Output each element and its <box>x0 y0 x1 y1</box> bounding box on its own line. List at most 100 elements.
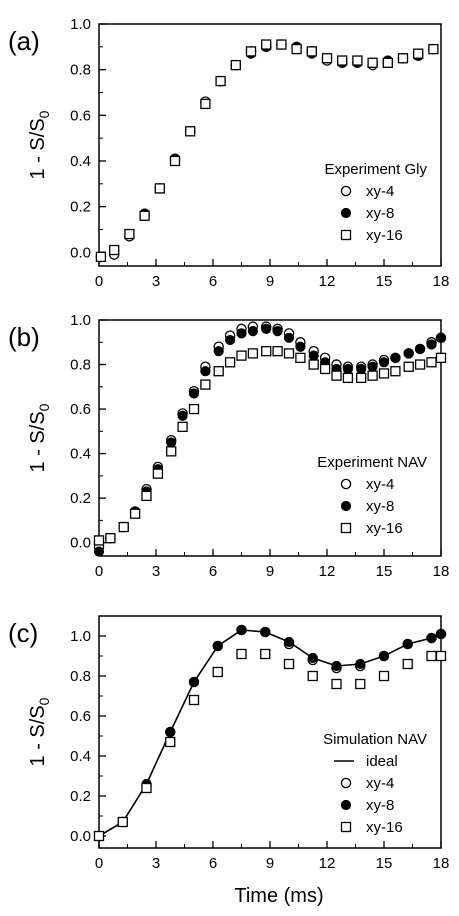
y-tick-label: 1.0 <box>70 312 91 329</box>
y-tick-label: 0.0 <box>70 244 91 261</box>
legend: Experiment NAV xy-4 xy-8 xy-16 <box>317 454 427 537</box>
x-tick-label: 3 <box>152 563 160 580</box>
legend-title: Simulation NAV <box>323 731 427 748</box>
x-tick-label: 3 <box>152 273 160 290</box>
data-point <box>402 658 413 670</box>
x-tick-label: 9 <box>266 855 274 872</box>
data-point <box>212 666 223 678</box>
x-tick-label: 9 <box>266 273 274 290</box>
data-point <box>283 636 295 648</box>
data-point <box>215 75 226 87</box>
legend-marker <box>340 500 352 512</box>
x-tick-label: 6 <box>209 273 217 290</box>
data-point <box>236 648 247 660</box>
data-point <box>245 46 257 57</box>
data-point <box>188 403 200 415</box>
data-point <box>200 98 211 110</box>
data-point <box>200 366 211 377</box>
data-point <box>426 650 437 662</box>
data-point <box>177 410 188 421</box>
legend: Experiment Gly xy-4 xy-8 xy-16 <box>324 161 427 244</box>
legend-entry: xy-4 <box>366 183 394 200</box>
data-point <box>390 366 401 377</box>
x-tick-label: 15 <box>376 855 393 872</box>
data-point <box>367 57 378 68</box>
data-point <box>403 348 414 359</box>
legend-entry: xy-8 <box>366 205 394 222</box>
data-point <box>307 670 318 682</box>
data-point <box>93 535 105 546</box>
data-point <box>435 332 447 343</box>
data-point <box>426 357 437 368</box>
x-tick-label: 18 <box>433 273 450 290</box>
data-point <box>109 244 120 256</box>
chart-panel-b: (b) 0 3 6 9 12 15 18 0.0 0.2 0.4 0.6 0.8 1.0 1 - S/S0 E… <box>8 312 449 580</box>
x-tick-label: 0 <box>95 855 103 872</box>
panel-label: (a) <box>8 26 40 56</box>
legend-entry: xy-16 <box>366 520 403 537</box>
data-point <box>403 361 414 372</box>
data-point <box>291 43 302 55</box>
data-point <box>213 346 224 357</box>
y-tick-label: 0.0 <box>70 828 91 845</box>
x-tick-label: 15 <box>376 273 393 290</box>
x-tick-label: 0 <box>95 273 103 290</box>
legend-entry: xy-4 <box>366 775 394 792</box>
series-line-ideal <box>98 629 442 837</box>
data-point <box>378 368 390 379</box>
data-point <box>236 350 247 361</box>
legend-marker <box>340 478 352 490</box>
legend-entry: xy-16 <box>366 227 403 244</box>
data-point <box>177 421 188 433</box>
data-point <box>166 446 177 457</box>
chart-panel-c: (c) 0 3 6 9 12 15 18 0.0 0.2 0.4 0.6 0.8 1.0 1 - S/S0 S… <box>8 615 450 872</box>
legend-entry: xy-16 <box>366 819 403 836</box>
data-point <box>95 251 107 263</box>
data-point <box>261 39 272 50</box>
data-point <box>413 48 424 59</box>
legend-entry: ideal <box>366 753 398 770</box>
y-tick-label: 0.6 <box>70 107 91 124</box>
data-point <box>435 628 447 640</box>
data-point <box>295 352 306 363</box>
data-point <box>426 632 437 644</box>
y-tick-label: 0.6 <box>70 401 91 418</box>
x-axis-label: Time (ms) <box>234 885 323 907</box>
data-point <box>352 55 363 66</box>
data-point <box>129 508 141 519</box>
x-tick-label: 6 <box>209 563 217 580</box>
x-tick-label: 0 <box>95 563 103 580</box>
data-point <box>283 658 295 670</box>
data-point <box>212 640 223 652</box>
x-tick-label: 6 <box>209 855 217 872</box>
data-point <box>188 694 200 706</box>
data-point <box>105 533 116 544</box>
data-point <box>367 361 378 372</box>
data-point <box>378 357 390 368</box>
y-tick-label: 0.4 <box>70 748 91 765</box>
legend-marker <box>340 821 352 833</box>
data-point <box>276 39 287 50</box>
legend-marker <box>340 185 352 197</box>
data-point <box>152 468 164 479</box>
data-point <box>185 126 196 137</box>
data-point <box>247 348 259 359</box>
data-point <box>414 359 426 370</box>
x-tick-label: 12 <box>319 273 336 290</box>
x-tick-label: 18 <box>433 563 450 580</box>
legend-marker <box>340 777 352 789</box>
y-tick-label: 0.2 <box>70 490 91 507</box>
data-point <box>367 370 378 381</box>
data-point <box>261 323 272 335</box>
data-point <box>306 46 317 57</box>
y-tick-label: 0.2 <box>70 788 91 805</box>
data-point <box>356 363 367 375</box>
data-point <box>378 650 390 662</box>
y-tick-label: 1.0 <box>70 16 91 33</box>
data-point <box>390 352 401 363</box>
x-tick-label: 18 <box>433 855 450 872</box>
data-point <box>378 670 390 682</box>
y-tick-label: 1.0 <box>70 628 91 645</box>
data-point <box>397 53 409 64</box>
